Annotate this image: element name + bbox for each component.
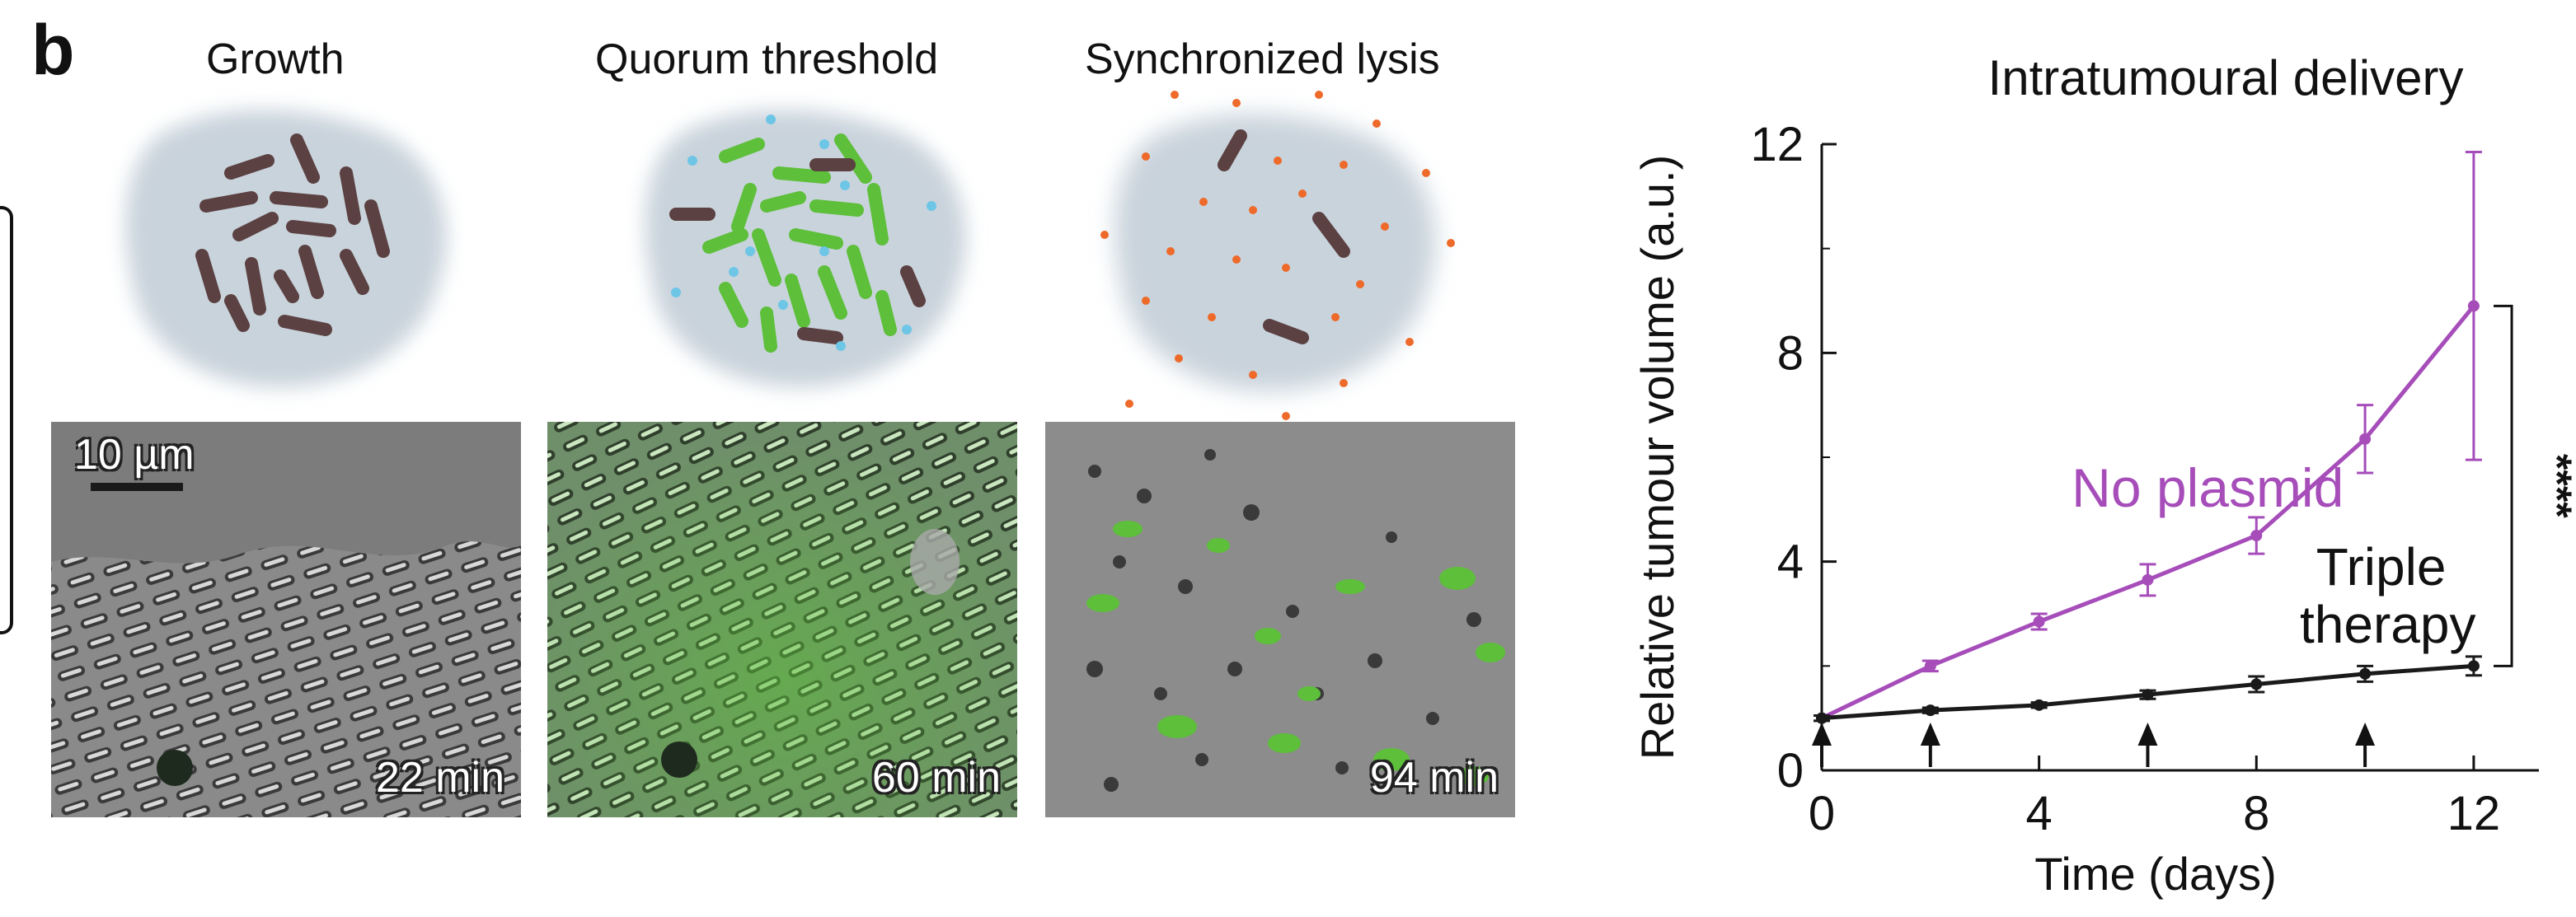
signal-molecules bbox=[671, 115, 936, 351]
data-point bbox=[2467, 300, 2480, 312]
series-label-no-plasmid: No plasmid bbox=[2072, 457, 2344, 518]
x-tick-label: 12 bbox=[2447, 787, 2501, 840]
data-point bbox=[2359, 433, 2372, 445]
lysis-payload bbox=[1100, 91, 1455, 420]
data-point bbox=[2033, 699, 2045, 711]
tumour-blob bbox=[645, 110, 966, 387]
dosing-arrow-head bbox=[2137, 723, 2158, 746]
data-point bbox=[1924, 660, 1936, 672]
stage-title-lysis: Synchronized lysis bbox=[1085, 35, 1440, 83]
time-label-growth: 22 min bbox=[375, 754, 504, 802]
lysis-cartoon bbox=[1100, 91, 1455, 420]
stage-title-quorum: Quorum threshold bbox=[595, 35, 939, 83]
tumour-volume-chart: Intratumoural delivery Relative tumour v… bbox=[1599, 16, 2576, 915]
data-point bbox=[2359, 667, 2372, 680]
lysing-green-cells bbox=[1086, 521, 1505, 786]
axes: 0 4 8 12 0 4 8 12 bbox=[1750, 118, 2539, 840]
y-tick-label: 4 bbox=[1777, 536, 1804, 589]
data-point bbox=[1816, 712, 1828, 724]
x-tick-label: 0 bbox=[1809, 787, 1835, 840]
panel-letter: b bbox=[31, 11, 75, 90]
microscopy-growth: 10 µm 22 min bbox=[51, 422, 521, 817]
time-label-quorum: 60 min bbox=[871, 754, 1001, 802]
quorum-cartoon bbox=[645, 110, 966, 387]
y-tick-label: 12 bbox=[1750, 118, 1804, 171]
series-layer bbox=[1814, 151, 2482, 724]
growth-cartoon bbox=[125, 110, 447, 387]
y-axis-label: Relative tumour volume (a.u.) bbox=[1631, 155, 1683, 760]
remaining-bacteria bbox=[1218, 129, 1350, 344]
data-point bbox=[2250, 530, 2263, 541]
green-bacteria-cluster bbox=[702, 133, 897, 353]
scale-bar bbox=[91, 483, 183, 491]
stage-title-growth: Growth bbox=[206, 35, 345, 83]
data-point bbox=[2250, 678, 2263, 690]
data-point bbox=[1924, 704, 1936, 717]
bracket-line bbox=[2494, 304, 2513, 667]
dark-bacteria bbox=[669, 158, 926, 344]
data-point bbox=[2033, 615, 2045, 628]
scale-bar-label: 10 µm bbox=[74, 431, 195, 479]
microscopy-lysis: 94 min bbox=[1045, 422, 1515, 817]
chart-title: Intratumoural delivery bbox=[1988, 50, 2464, 105]
y-tick-label: 8 bbox=[1777, 326, 1804, 380]
panel-side-bracket bbox=[0, 206, 13, 634]
x-tick-label: 8 bbox=[2243, 787, 2269, 840]
microscopy-quorum: 60 min bbox=[547, 422, 1017, 817]
series-label-therapy: therapy bbox=[2300, 595, 2475, 654]
x-axis-label: Time (days) bbox=[2034, 848, 2277, 900]
data-point bbox=[2467, 660, 2480, 672]
data-point bbox=[2142, 689, 2154, 701]
dosing-arrow-head bbox=[1812, 723, 1832, 746]
significance-bracket bbox=[2494, 304, 2513, 667]
chart-svg: Intratumoural delivery Relative tumour v… bbox=[1631, 50, 2576, 900]
significance-stars: **** bbox=[2534, 454, 2576, 518]
data-point bbox=[2142, 573, 2154, 586]
microscopy-quorum-image bbox=[547, 422, 1017, 817]
y-tick-label: 0 bbox=[1777, 744, 1804, 798]
time-label-lysis: 94 min bbox=[1369, 754, 1499, 802]
series-label-triple: Triple bbox=[2316, 537, 2447, 597]
x-tick-label: 4 bbox=[2026, 787, 2053, 840]
microscopy-lysis-image bbox=[1045, 422, 1515, 817]
bacteria-cluster bbox=[195, 133, 390, 336]
tumour-blob bbox=[125, 110, 447, 387]
dosing-arrow-head bbox=[1920, 723, 1940, 746]
tumour-blob bbox=[1114, 114, 1436, 391]
dosing-arrow-head bbox=[2355, 723, 2376, 746]
